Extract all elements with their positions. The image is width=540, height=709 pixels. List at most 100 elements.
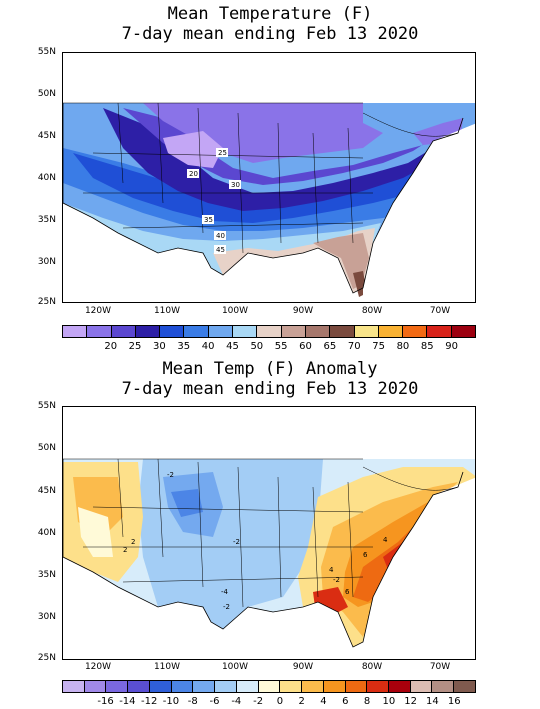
colorbar-swatch [280, 681, 303, 692]
colorbar-swatch [410, 681, 433, 692]
colorbar-swatch [302, 681, 324, 692]
colorbar-label: 16 [447, 696, 461, 707]
colorbar-swatch [149, 681, 172, 692]
top-lon-label: 90W [292, 306, 314, 316]
top-lon-label: 80W [361, 306, 383, 316]
colorbar-swatch [160, 326, 185, 337]
top-lon-label: 70W [429, 306, 451, 316]
colorbar-swatch [111, 326, 136, 337]
coastline [63, 103, 464, 294]
colorbar-swatch [208, 326, 234, 337]
colorbar-swatch [63, 681, 85, 692]
ca-light [78, 507, 113, 557]
top-lat-label: 45N [37, 131, 56, 141]
colorbar-label: 35 [177, 341, 191, 352]
colorbar-label: -8 [187, 696, 198, 707]
bottom-lon-label: 110W [153, 662, 181, 672]
colorbar-label: 4 [320, 696, 327, 707]
contour-label: -4 [221, 588, 229, 596]
bottom-lat-label: 50N [37, 443, 56, 453]
colorbar-label: 25 [128, 341, 142, 352]
colorbar-swatch [84, 681, 107, 692]
colorbar-label: 85 [420, 341, 434, 352]
colorbar-label: 65 [323, 341, 337, 352]
top-lon-label: 110W [153, 306, 181, 316]
bottom-contour-labels: 2 -2 -2 2 4 6 -4 -2 -2 4 6 [123, 471, 388, 611]
bottom-map-panel: 2 -2 -2 2 4 6 -4 -2 -2 4 6 [62, 406, 476, 660]
colorbar-label: 45 [226, 341, 239, 352]
top-title-line2: 7-day mean ending Feb 13 2020 [121, 24, 419, 44]
colorbar-swatch [354, 326, 379, 337]
colorbar-swatch [236, 681, 259, 692]
colorbar-label: 80 [396, 341, 410, 352]
contour-label: 35 [204, 216, 213, 224]
colorbar-swatch [451, 326, 476, 337]
colorbar-label: 60 [299, 341, 312, 352]
band-20 [163, 131, 223, 168]
colorbar-label: 0 [276, 696, 284, 707]
top-lat-label: 50N [37, 89, 56, 99]
colorbar-swatch [427, 326, 452, 337]
bottom-lon-label: 70W [429, 662, 451, 672]
top-temperature-field [63, 53, 475, 302]
gulf-blank [213, 248, 362, 302]
colorbar-label: -16 [97, 696, 114, 707]
colorbar-swatch [171, 681, 194, 692]
contour-label: -2 [167, 471, 174, 479]
colorbar-swatch [184, 326, 209, 337]
colorbar-label: 2 [298, 696, 305, 707]
colorbar-swatch [323, 681, 346, 692]
bottom-lon-label: 90W [292, 662, 314, 672]
top-lat-label: 40N [37, 173, 56, 183]
colorbar-label: 40 [201, 341, 215, 352]
bottom-lon-label: 120W [84, 662, 112, 672]
top-lon-label: 120W [84, 306, 112, 316]
colorbar-swatch [87, 326, 112, 337]
colorbar-swatch [193, 681, 216, 692]
coastline [63, 459, 464, 648]
bottom-title-line2: 7-day mean ending Feb 13 2020 [121, 379, 419, 399]
state-borders [63, 458, 459, 608]
colorbar-swatch [305, 326, 331, 337]
band-25 [143, 103, 383, 163]
band-45 [63, 141, 458, 231]
contour-label: 45 [216, 246, 225, 254]
contour-label: -2 [333, 576, 340, 584]
contour-label: 4 [329, 566, 334, 574]
state-borders [63, 102, 459, 254]
bottom-lat-label: 30N [37, 612, 56, 622]
canada-blank [63, 53, 475, 103]
colorbar-swatch [454, 681, 475, 692]
top-title-line1: Mean Temperature (F) [167, 4, 373, 24]
bottom-lat-label: 45N [37, 486, 56, 496]
top-colorbar [62, 325, 476, 338]
colorbar-label: 90 [445, 341, 458, 352]
contour-label: 2 [131, 538, 135, 546]
canada-blank [63, 407, 475, 459]
colorbar-label: 30 [153, 341, 166, 352]
contour-label: 20 [189, 170, 198, 178]
colorbar-swatch [281, 326, 306, 337]
colorbar-swatch [432, 681, 455, 692]
pacific-blank [63, 203, 213, 302]
colorbar-swatch [128, 681, 150, 692]
colorbar-swatch [233, 326, 258, 337]
bottom-lon-label: 100W [221, 662, 249, 672]
colorbar-swatch [215, 681, 237, 692]
colorbar-label: -14 [119, 696, 136, 707]
top-lat-label: 25N [37, 297, 56, 307]
contour-label: 4 [383, 536, 388, 544]
bottom-map: 2 -2 -2 2 4 6 -4 -2 -2 4 6 [63, 407, 475, 659]
colorbar-swatch [257, 326, 282, 337]
contour-label: -2 [233, 538, 240, 546]
colorbar-swatch [63, 326, 88, 337]
bottom-colorbar [62, 680, 476, 693]
bottom-lat-label: 40N [37, 528, 56, 538]
band-40 [73, 151, 448, 223]
contour-label: 6 [345, 588, 350, 596]
contour-label: -2 [223, 603, 230, 611]
rockies-cold [171, 489, 203, 517]
colorbar-label: 50 [250, 341, 264, 352]
colorbar-label: -4 [231, 696, 242, 707]
top-lat-label: 35N [37, 215, 56, 225]
